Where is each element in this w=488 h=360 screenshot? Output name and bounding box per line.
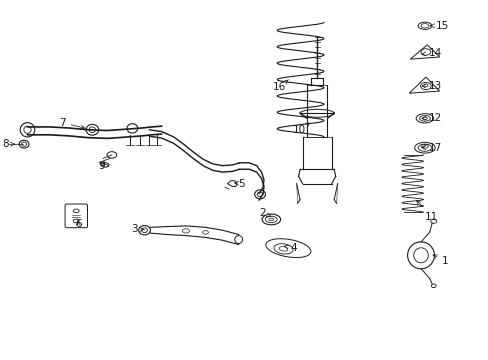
Text: 4: 4	[284, 243, 297, 253]
Text: 10: 10	[293, 123, 309, 135]
Polygon shape	[227, 181, 237, 186]
Text: 12: 12	[421, 113, 441, 123]
Text: 14: 14	[421, 48, 441, 58]
Text: 13: 13	[421, 81, 441, 91]
Text: 2: 2	[259, 208, 270, 218]
Text: 16: 16	[272, 80, 288, 93]
Text: 6: 6	[75, 219, 81, 229]
Text: 7: 7	[59, 118, 85, 129]
Text: 9: 9	[98, 161, 104, 171]
Text: 11: 11	[416, 201, 437, 221]
Text: 8: 8	[2, 139, 15, 149]
Ellipse shape	[265, 239, 310, 257]
Text: 15: 15	[429, 21, 448, 31]
Text: 5: 5	[234, 179, 245, 189]
Text: 1: 1	[432, 255, 447, 266]
Text: 3: 3	[131, 225, 143, 234]
Text: 17: 17	[421, 143, 441, 153]
